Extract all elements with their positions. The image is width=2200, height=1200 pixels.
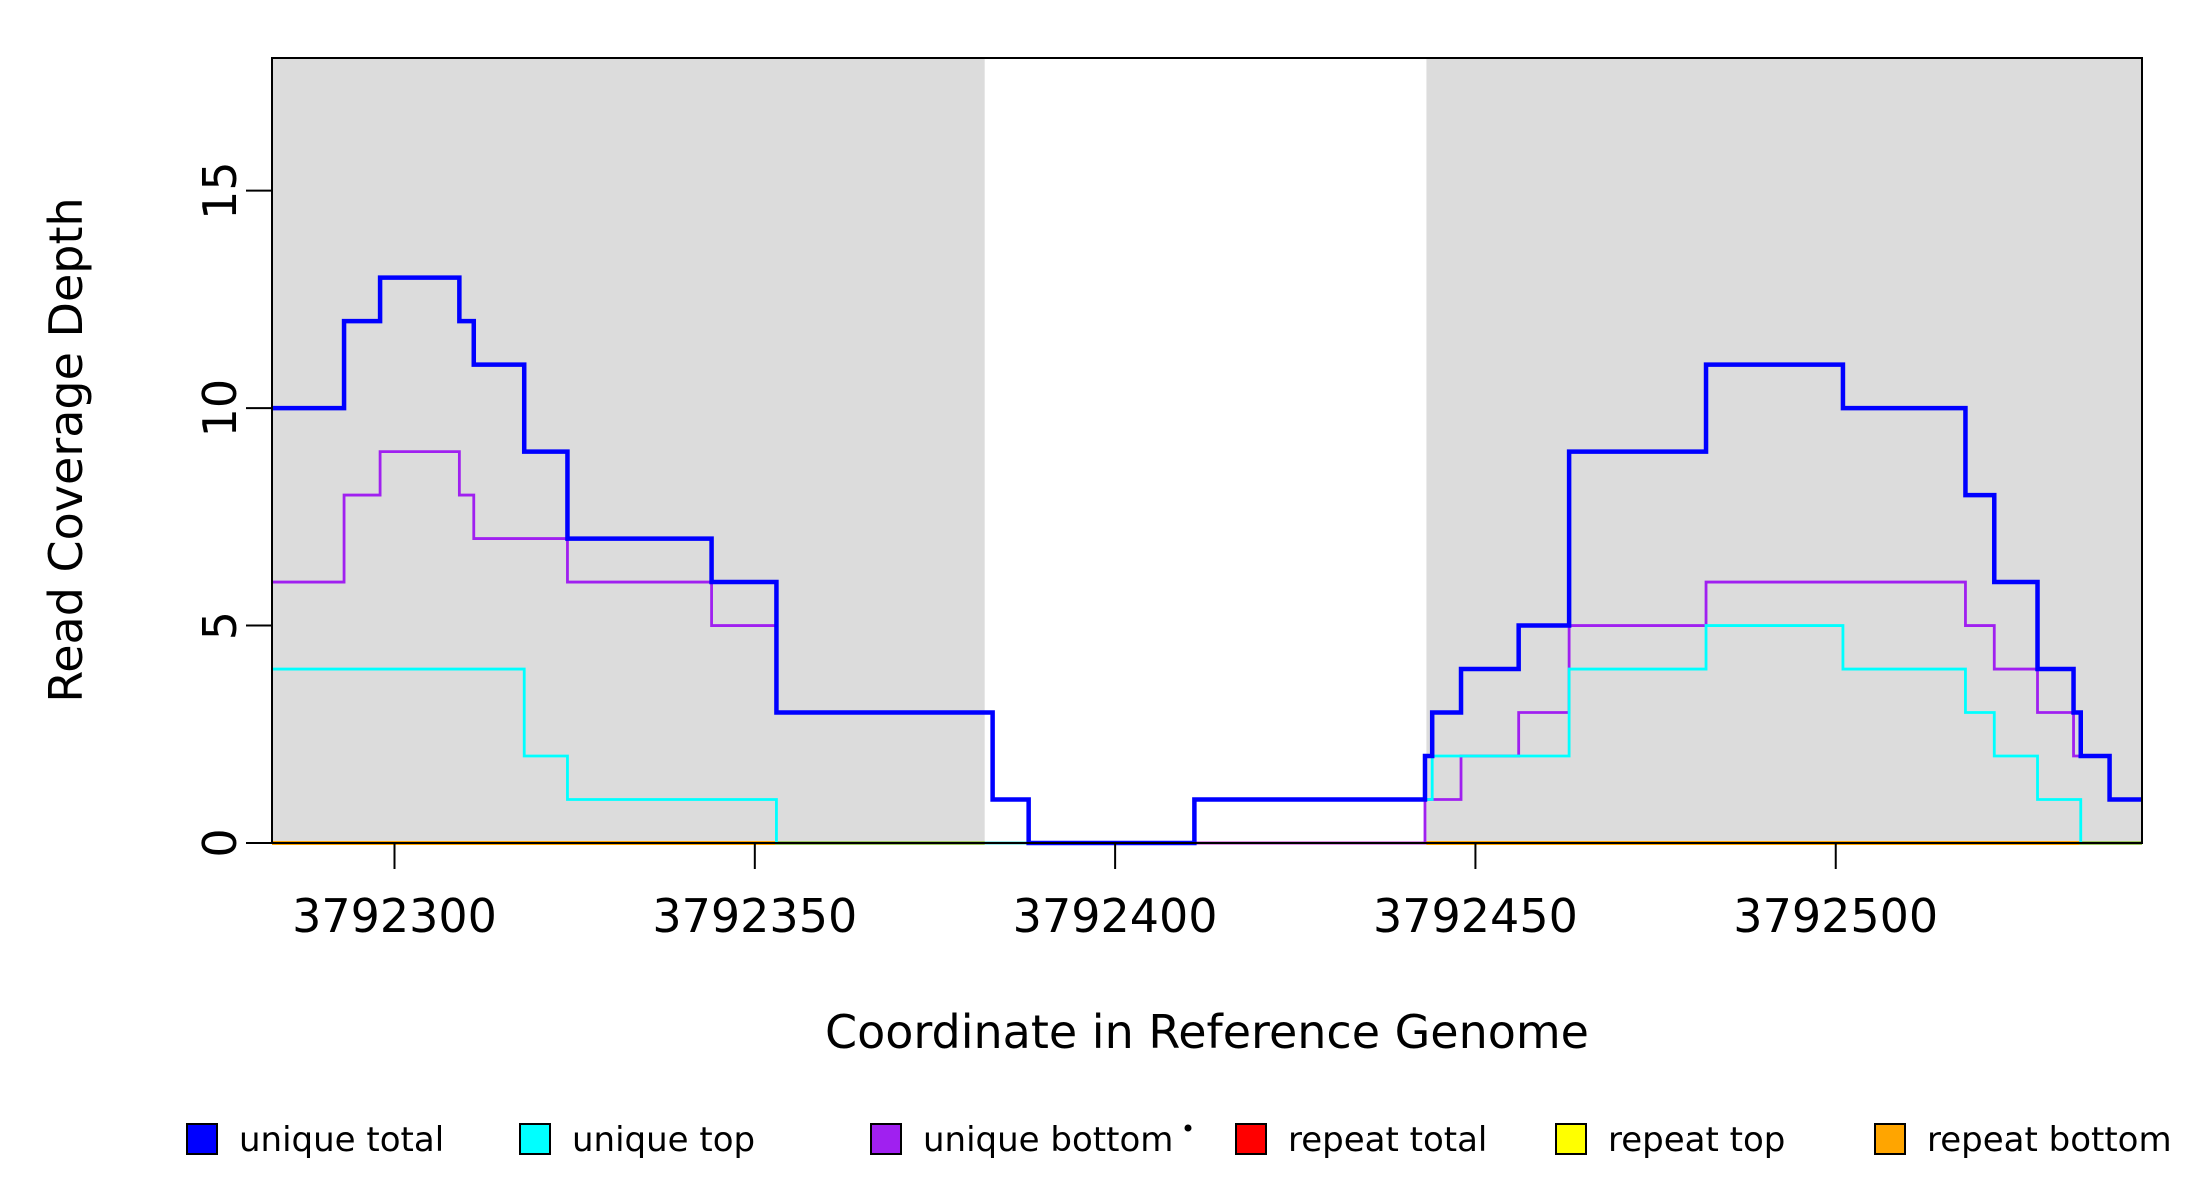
y-tick-label: 0	[193, 828, 247, 857]
legend-swatch-unique-bottom	[870, 1123, 902, 1155]
legend-swatch-repeat-bottom	[1874, 1123, 1906, 1155]
legend: unique total unique top unique bottom repea…	[186, 1120, 2172, 1160]
legend-label-unique-total: unique total	[239, 1120, 444, 1160]
series-line-unique-bottom	[272, 450, 2142, 845]
x-tick-label: 3792300	[292, 889, 497, 943]
x-tick-label: 3792400	[1013, 889, 1218, 943]
right-gray-block	[1426, 58, 2142, 843]
legend-swatch-unique-total	[186, 1123, 218, 1155]
x-tick-label: 3792500	[1733, 889, 1938, 943]
stray-point	[1184, 1124, 1192, 1132]
legend-label-repeat-bottom: repeat bottom	[1927, 1120, 2172, 1160]
legend-label-unique-top: unique top	[572, 1120, 755, 1160]
y-tick-label: 5	[193, 611, 247, 640]
y-tick-label: 15	[193, 161, 247, 220]
legend-swatch-repeat-total	[1235, 1123, 1267, 1155]
legend-label-repeat-top: repeat top	[1608, 1120, 1785, 1160]
x-tick-label: 3792350	[652, 889, 857, 943]
series-line-unique-total	[272, 275, 2142, 846]
y-axis-title: Read Coverage Depth	[39, 197, 93, 702]
legend-swatch-repeat-top	[1555, 1123, 1587, 1155]
plot-border	[271, 57, 2143, 844]
axes: 3792300 3792350 3792400 3792450 3792500 0 5 10 1…	[193, 57, 2143, 943]
legend-label-unique-bottom: unique bottom	[923, 1120, 1173, 1160]
series-line-unique-top	[272, 624, 2142, 845]
y-tick-label: 10	[193, 379, 247, 438]
legend-label-repeat-total: repeat total	[1288, 1120, 1487, 1160]
shaded-regions	[272, 58, 2142, 843]
x-tick-label: 3792450	[1373, 889, 1578, 943]
legend-swatch-unique-top	[519, 1123, 551, 1155]
x-axis-title: Coordinate in Reference Genome	[825, 1005, 1589, 1059]
